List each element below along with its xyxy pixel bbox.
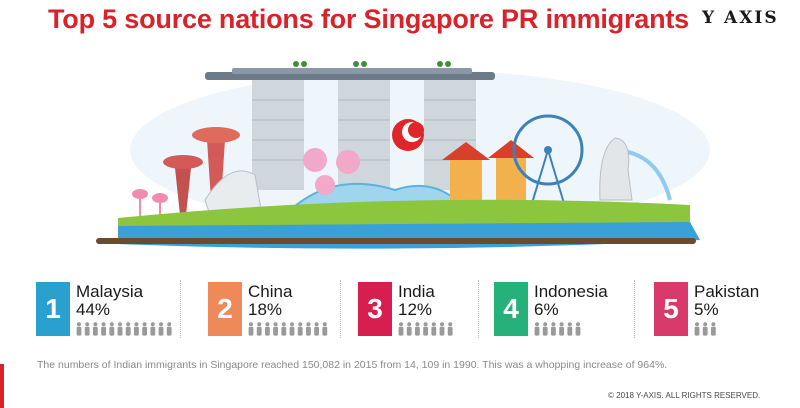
person-icon xyxy=(84,322,90,336)
singapore-flag-emblem-icon xyxy=(392,119,424,151)
person-icon xyxy=(76,322,82,336)
people-icons xyxy=(534,322,581,336)
logo-text: Y AXIS xyxy=(702,8,779,28)
person-icon xyxy=(142,322,147,336)
person-icon xyxy=(306,322,311,336)
water-jet xyxy=(627,150,672,201)
footnote: The numbers of Indian immigrants in Sing… xyxy=(37,359,668,371)
rank-badge: 1 xyxy=(36,282,70,336)
rank-badge: 2 xyxy=(208,282,242,336)
copyright: © 2018 Y-AXIS. ALL RIGHTS RESERVED. xyxy=(608,391,761,400)
country-name: Indonesia xyxy=(534,282,608,301)
rank-badge: 5 xyxy=(654,282,688,336)
divider xyxy=(180,280,181,338)
person-icon xyxy=(439,322,445,336)
person-icon xyxy=(117,322,123,336)
person-icon xyxy=(534,322,540,336)
divider xyxy=(340,280,341,338)
accent-bar xyxy=(0,364,4,408)
person-icon xyxy=(314,322,319,336)
people-icons xyxy=(76,322,172,336)
rank-badge: 3 xyxy=(358,282,392,336)
country-name: India xyxy=(398,282,435,301)
pagoda-icon xyxy=(442,140,534,200)
people-icons xyxy=(398,322,453,336)
person-icon xyxy=(158,322,164,336)
flamingo-icon xyxy=(132,189,168,217)
person-icon xyxy=(281,322,287,336)
person-icon xyxy=(93,322,98,336)
country-percent: 12% xyxy=(398,300,433,319)
person-icon xyxy=(101,322,106,336)
rank-card-indonesia: 4 Indonesia 6% xyxy=(494,282,644,338)
person-icon xyxy=(542,322,548,336)
person-icon xyxy=(248,322,254,336)
person-icon xyxy=(406,322,412,336)
singapore-flyer-icon xyxy=(512,114,584,211)
person-icon xyxy=(297,322,303,336)
ground-edge xyxy=(96,238,696,244)
artscience-museum-icon xyxy=(204,170,263,216)
person-icon xyxy=(423,322,428,336)
rank-card-india: 3 India 12% xyxy=(358,282,508,338)
supertree-icon xyxy=(163,127,240,215)
rank-card-china: 2 China 18% xyxy=(208,282,358,338)
people-icons xyxy=(694,322,716,336)
country-percent: 6% xyxy=(534,300,559,319)
divider xyxy=(478,280,479,338)
person-icon xyxy=(322,322,328,336)
person-icon xyxy=(711,322,716,336)
divider xyxy=(634,280,635,338)
person-icon xyxy=(702,322,708,336)
person-icon xyxy=(567,322,573,336)
country-percent: 18% xyxy=(248,300,283,319)
person-icon xyxy=(289,322,295,336)
person-icon xyxy=(551,322,556,336)
merlion-icon xyxy=(599,137,633,201)
person-icon xyxy=(150,322,156,336)
person-icon xyxy=(431,322,437,336)
person-icon xyxy=(694,322,700,336)
person-icon xyxy=(575,322,581,336)
water-band xyxy=(118,222,700,249)
rank-card-malaysia: 1 Malaysia 44% xyxy=(36,282,186,338)
page-title: Top 5 source nations for Singapore PR im… xyxy=(48,4,689,34)
person-icon xyxy=(447,322,453,336)
rank-card-pakistan: 5 Pakistan 5% xyxy=(654,282,800,338)
country-percent: 5% xyxy=(694,300,719,319)
person-icon xyxy=(559,322,564,336)
country-name: China xyxy=(248,282,293,301)
country-name: Malaysia xyxy=(76,282,144,301)
person-icon xyxy=(125,322,131,336)
person-icon xyxy=(398,322,404,336)
person-icon xyxy=(109,322,115,336)
rank-badge: 4 xyxy=(494,282,528,336)
singapore-skyline-illustration xyxy=(96,61,710,249)
person-icon xyxy=(265,322,270,336)
person-icon xyxy=(134,322,139,336)
person-icon xyxy=(273,322,278,336)
orchid-icon xyxy=(303,148,360,195)
country-percent: 44% xyxy=(76,300,111,319)
person-icon xyxy=(256,322,262,336)
person-icon xyxy=(415,322,420,336)
person-icon xyxy=(166,322,172,336)
country-name: Pakistan xyxy=(694,282,760,301)
people-icons xyxy=(248,322,328,336)
brand-logo[interactable]: Y AXIS xyxy=(702,8,784,42)
